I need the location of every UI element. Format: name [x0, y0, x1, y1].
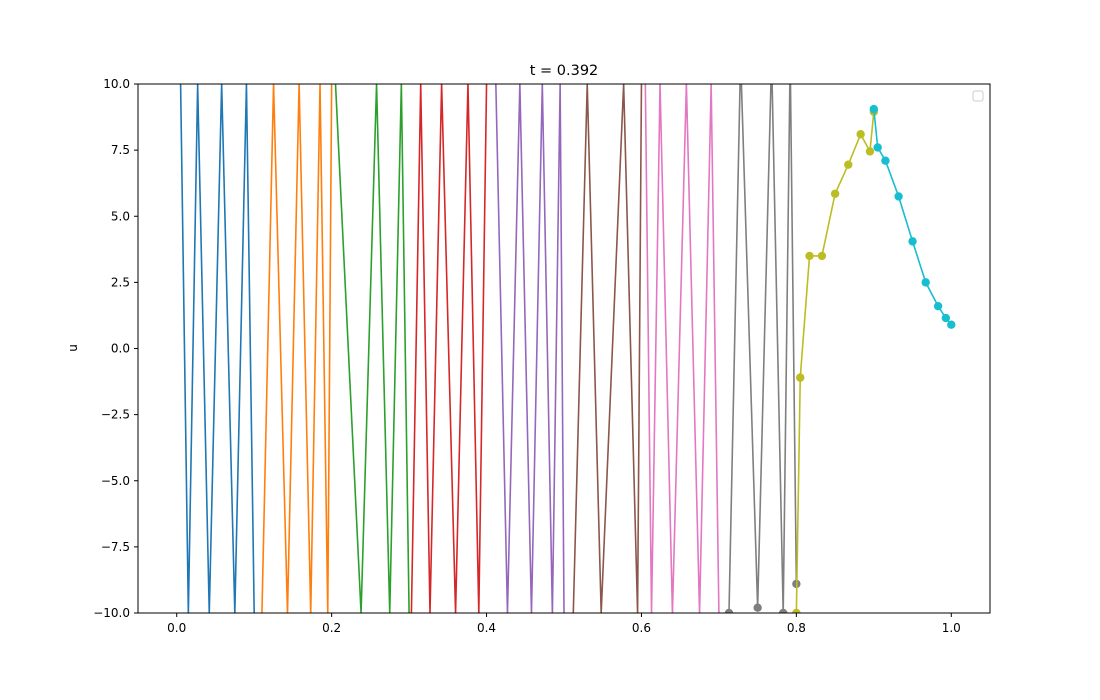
series-3: [334, 84, 410, 613]
x-tick-label: 0.6: [632, 621, 651, 635]
y-tick-label: −10.0: [93, 606, 130, 620]
series-5: [495, 84, 565, 613]
series-9-point: [856, 130, 865, 139]
series-10-point: [873, 143, 882, 152]
x-tick-label: 0.8: [787, 621, 806, 635]
series-10-point: [869, 104, 879, 114]
series-8-point: [724, 608, 734, 613]
series-6: [572, 84, 643, 613]
series-9-point: [865, 147, 875, 156]
x-tick-label: 0.2: [322, 621, 341, 635]
series-9-point: [796, 373, 805, 382]
series-9-point: [817, 251, 827, 261]
x-tick-label: 0.4: [477, 621, 496, 635]
x-axis: 0.0 0.2 0.4 0.6 0.8 1.0: [167, 613, 961, 635]
y-tick-label: 7.5: [111, 143, 130, 157]
series-10-point: [921, 278, 930, 287]
series-6-line: [572, 84, 643, 613]
series-1-line: [179, 84, 255, 613]
y-tick-label: −2.5: [101, 408, 130, 422]
y-tick-label: 5.0: [111, 209, 130, 223]
series-3-line: [334, 84, 410, 613]
series-9-point: [830, 189, 840, 198]
y-tick-label: 2.5: [111, 275, 130, 289]
series-10-point: [947, 320, 956, 329]
series-10-point: [941, 313, 951, 323]
series-8: [724, 84, 801, 613]
x-tick-label: 0.0: [167, 621, 186, 635]
series-7: [644, 84, 720, 613]
series-8-point: [779, 608, 788, 613]
series-5-line: [495, 84, 565, 613]
legend-box: [972, 90, 984, 102]
series-9-point: [792, 608, 801, 613]
series-10-point: [894, 192, 903, 201]
series-10: [869, 104, 956, 329]
y-axis: −10.0 −7.5 −5.0 −2.5 0.0 2.5 5.0 7.5 10.0: [93, 77, 138, 620]
series-9-point: [844, 160, 853, 169]
series-8-point: [753, 603, 762, 612]
series-10-point: [881, 156, 890, 165]
y-tick-label: 0.0: [111, 342, 130, 356]
y-axis-label: u: [66, 344, 80, 352]
series-2: [261, 84, 333, 613]
series-10-point: [908, 237, 917, 246]
chart-title: t = 0.392: [530, 63, 599, 79]
y-tick-label: 10.0: [103, 77, 130, 91]
y-tick-label: −7.5: [101, 540, 130, 554]
series-1: [179, 84, 255, 613]
series-layer: [179, 84, 956, 613]
series-4-line: [410, 84, 488, 613]
series-2-line: [261, 84, 333, 613]
series-9-point: [805, 251, 814, 261]
y-tick-label: −5.0: [101, 474, 130, 488]
series-10-point: [933, 301, 943, 311]
series-7-line: [644, 84, 720, 613]
x-tick-label: 1.0: [942, 621, 961, 635]
series-4: [410, 84, 488, 613]
